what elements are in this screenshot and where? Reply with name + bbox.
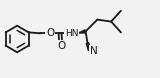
Text: O: O: [46, 28, 54, 38]
Text: HN: HN: [65, 29, 79, 38]
Text: N: N: [90, 46, 97, 56]
Polygon shape: [76, 29, 86, 34]
Text: O: O: [57, 41, 65, 51]
